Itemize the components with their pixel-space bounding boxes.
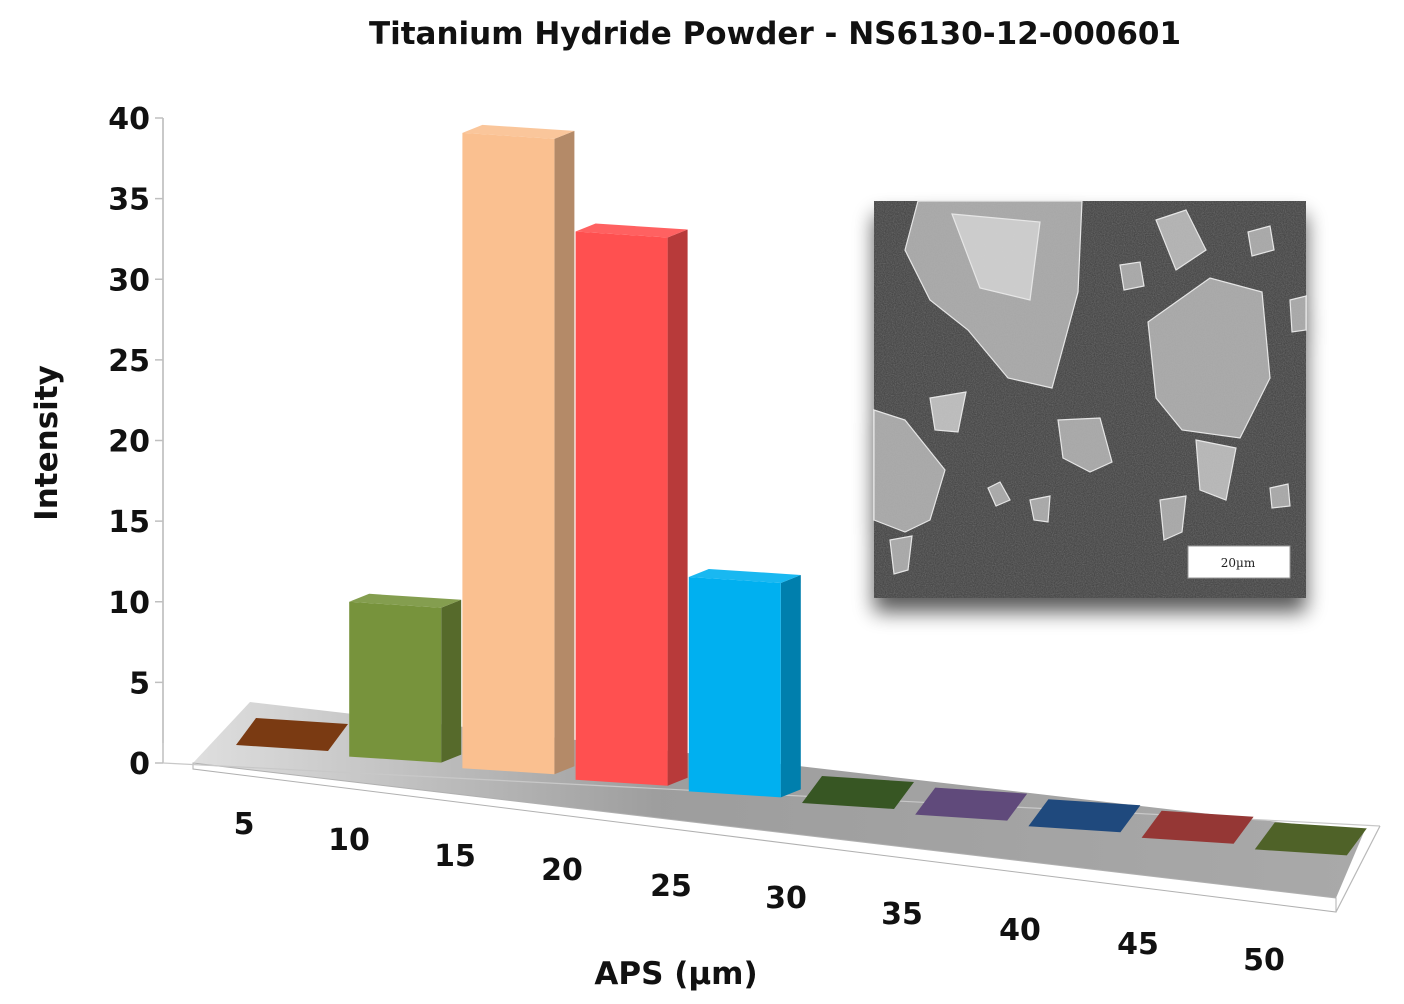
bar-top-face [1254,822,1367,856]
y-axis-label: Intensity [29,365,65,521]
x-tick-label-40: 40 [999,913,1041,948]
x-tick-label-5: 5 [234,807,255,842]
bar-50 [1254,822,1367,856]
y-tick-label-1: 5 [129,666,150,701]
y-ticks: 0 5 10 15 20 25 30 35 40 [108,102,163,782]
bar-front-face [462,132,555,775]
y-tick-label-4: 20 [108,425,150,460]
x-tick-label-35: 35 [881,897,923,932]
x-ticks: 5 10 15 20 25 30 35 40 45 50 [234,807,1285,978]
bar-top-face [236,718,348,751]
y-tick-label-0: 0 [129,747,150,782]
x-tick-label-25: 25 [650,869,692,904]
bar-top-face [1028,799,1141,833]
bar-top-face [688,568,801,583]
bar-35 [915,787,1028,821]
x-tick-label-45: 45 [1117,927,1159,962]
bar-40 [1028,799,1141,833]
bar-top-face [1141,810,1254,844]
x-tick-label-30: 30 [765,881,807,916]
bar-10 [349,593,462,763]
bar-side-face [554,130,575,775]
chart-title: Titanium Hydride Powder - NS6130-12-0006… [369,16,1181,52]
y-tick-label-2: 10 [108,586,150,621]
bar-side-face [780,574,801,798]
bar-side-face [441,599,462,763]
x-axis-label: APS (µm) [594,956,757,992]
bar-top-face [575,223,688,238]
x-tick-label-20: 20 [541,853,583,888]
bar-side-face [667,229,688,786]
bar-45 [1141,810,1254,844]
inset-scale-box [1187,545,1291,579]
bar-20 [575,223,688,786]
y-tick-label-8: 40 [108,102,150,137]
bar-front-face [688,576,781,798]
bar-15 [462,124,575,775]
bar-top-face [349,593,462,608]
bar-30 [802,776,914,809]
x-tick-label-50: 50 [1243,943,1285,978]
bar-front-face [575,231,668,786]
y-tick-label-3: 15 [108,505,150,540]
bar-top-face [915,787,1028,821]
sem-micrograph-image: 20µm [873,200,1307,598]
bar-25 [688,568,801,798]
x-tick-label-15: 15 [434,839,476,874]
y-tick-label-5: 25 [108,344,150,379]
bar-5 [236,718,348,751]
y-tick-label-6: 30 [108,263,150,298]
floor-right-edge [1335,825,1381,913]
bars [236,124,1367,856]
inset-particles [873,200,1307,575]
bar-top-face [802,776,914,809]
y-tick-label-7: 35 [108,183,150,218]
bar-top-face [462,124,575,139]
bar-front-face [349,601,442,763]
inset-scale-label: 20µm [1221,556,1256,570]
x-tick-label-10: 10 [328,823,370,858]
